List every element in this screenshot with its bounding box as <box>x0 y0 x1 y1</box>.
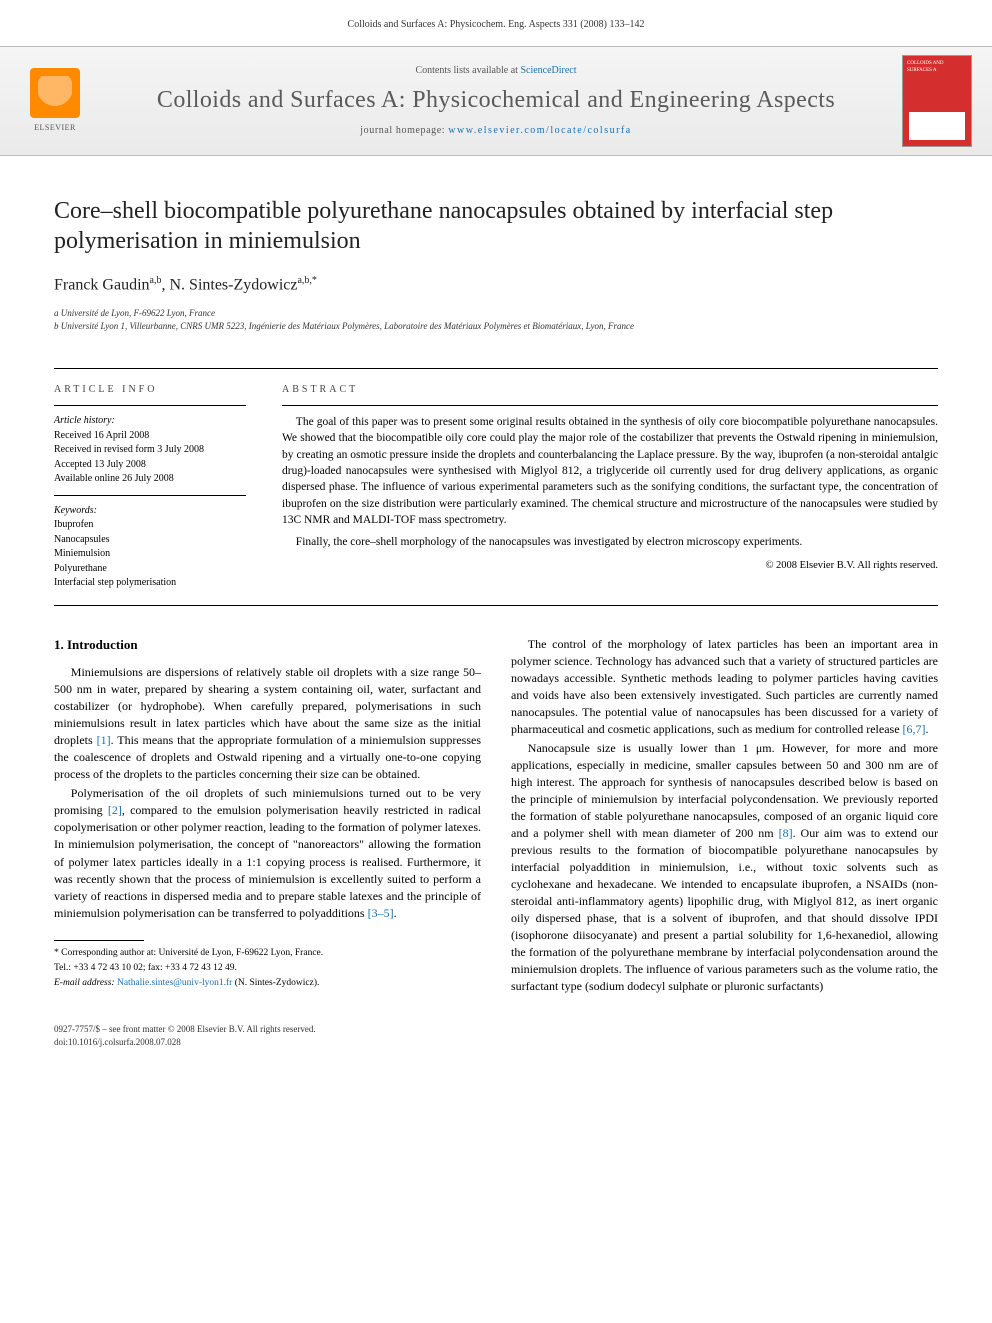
body-paragraph: Miniemulsions are dispersions of relativ… <box>54 664 481 783</box>
keywords-label: Keywords: <box>54 505 97 516</box>
author-2-affil: a,b,* <box>297 275 316 286</box>
body-paragraph: Nanocapsule size is usually lower than 1… <box>511 740 938 995</box>
keyword: Polyurethane <box>54 562 246 577</box>
keyword: Interfacial step polymerisation <box>54 576 246 591</box>
publisher-name: ELSEVIER <box>34 122 76 133</box>
info-separator-icon <box>54 405 246 406</box>
affiliation-a: a Université de Lyon, F-69622 Lyon, Fran… <box>54 307 938 321</box>
online-date: Available online 26 July 2008 <box>54 472 246 487</box>
body-paragraph: Polymerisation of the oil droplets of su… <box>54 785 481 921</box>
ref-link[interactable]: [3–5] <box>368 906 394 920</box>
footnote-separator-icon <box>54 940 144 941</box>
journal-cover-thumbnail: COLLOIDS AND SURFACES A <box>902 55 972 147</box>
abstract-heading: ABSTRACT <box>282 383 938 397</box>
corresponding-footnote: * Corresponding author at: Université de… <box>54 947 481 991</box>
abstract-paragraph: The goal of this paper was to present so… <box>282 414 938 528</box>
article-header: Core–shell biocompatible polyurethane na… <box>0 156 992 344</box>
abstract-column: ABSTRACT The goal of this paper was to p… <box>264 369 938 605</box>
footnote-email-line: E-mail address: Nathalie.sintes@univ-lyo… <box>54 977 481 990</box>
authors-line: Franck Gaudina,b, N. Sintes-Zydowicza,b,… <box>54 274 938 297</box>
section-heading: 1. Introduction <box>54 636 481 654</box>
received-date: Received 16 April 2008 <box>54 429 246 444</box>
homepage-prefix: journal homepage: <box>360 125 448 136</box>
affiliation-b: b Université Lyon 1, Villeurbanne, CNRS … <box>54 320 938 334</box>
info-abstract-row: ARTICLE INFO Article history: Received 1… <box>54 368 938 606</box>
keyword: Miniemulsion <box>54 547 246 562</box>
accepted-date: Accepted 13 July 2008 <box>54 458 246 473</box>
footer-line: 0927-7757/$ – see front matter © 2008 El… <box>54 1023 938 1036</box>
citation-text: Colloids and Surfaces A: Physicochem. En… <box>348 19 645 30</box>
body-paragraph: The control of the morphology of latex p… <box>511 636 938 738</box>
footnote-line: * Corresponding author at: Université de… <box>54 947 481 960</box>
contents-available-line: Contents lists available at ScienceDirec… <box>102 64 890 78</box>
email-label: E-mail address: <box>54 978 115 988</box>
email-person: (N. Sintes-Zydowicz). <box>235 978 320 988</box>
cover-label: COLLOIDS AND SURFACES A <box>907 61 944 73</box>
page-footer: 0927-7757/$ – see front matter © 2008 El… <box>0 1017 992 1072</box>
abstract-paragraph: Finally, the core–shell morphology of th… <box>282 534 938 550</box>
keywords-separator-icon <box>54 495 246 496</box>
footnote-line: Tel.: +33 4 72 43 10 02; fax: +33 4 72 4… <box>54 962 481 975</box>
contents-prefix: Contents lists available at <box>415 65 520 76</box>
author-2: N. Sintes-Zydowicz <box>169 276 297 293</box>
abstract-separator-icon <box>282 405 938 406</box>
homepage-link[interactable]: www.elsevier.com/locate/colsurfa <box>448 125 631 136</box>
author-1: Franck Gaudin <box>54 276 150 293</box>
history-label: Article history: <box>54 415 115 426</box>
body-right-column: The control of the morphology of latex p… <box>511 636 938 998</box>
revised-date: Received in revised form 3 July 2008 <box>54 443 246 458</box>
ref-link[interactable]: [8] <box>779 826 793 840</box>
email-link[interactable]: Nathalie.sintes@univ-lyon1.fr <box>117 978 232 988</box>
body-left-column: 1. Introduction Miniemulsions are disper… <box>54 636 481 998</box>
article-info-column: ARTICLE INFO Article history: Received 1… <box>54 369 264 605</box>
abstract-copyright: © 2008 Elsevier B.V. All rights reserved… <box>282 559 938 574</box>
article-info-heading: ARTICLE INFO <box>54 383 246 398</box>
publisher-logo: ELSEVIER <box>20 61 90 141</box>
ref-link[interactable]: [1] <box>97 733 111 747</box>
cover-graphic-icon <box>909 112 965 140</box>
homepage-line: journal homepage: www.elsevier.com/locat… <box>102 124 890 138</box>
ref-link[interactable]: [2] <box>108 803 122 817</box>
author-1-affil: a,b <box>150 275 162 286</box>
journal-title: Colloids and Surfaces A: Physicochemical… <box>102 86 890 115</box>
footer-doi: doi:10.1016/j.colsurfa.2008.07.028 <box>54 1036 938 1049</box>
body-two-column: 1. Introduction Miniemulsions are disper… <box>0 606 992 1018</box>
affiliations: a Université de Lyon, F-69622 Lyon, Fran… <box>54 307 938 334</box>
running-head: Colloids and Surfaces A: Physicochem. En… <box>0 0 992 46</box>
ref-link[interactable]: [6,7] <box>903 722 926 736</box>
banner-center: Contents lists available at ScienceDirec… <box>90 64 902 139</box>
keyword: Ibuprofen <box>54 518 246 533</box>
journal-banner: ELSEVIER Contents lists available at Sci… <box>0 46 992 156</box>
keyword: Nanocapsules <box>54 533 246 548</box>
elsevier-tree-icon <box>30 68 80 118</box>
sciencedirect-link[interactable]: ScienceDirect <box>520 65 576 76</box>
article-title: Core–shell biocompatible polyurethane na… <box>54 196 938 256</box>
